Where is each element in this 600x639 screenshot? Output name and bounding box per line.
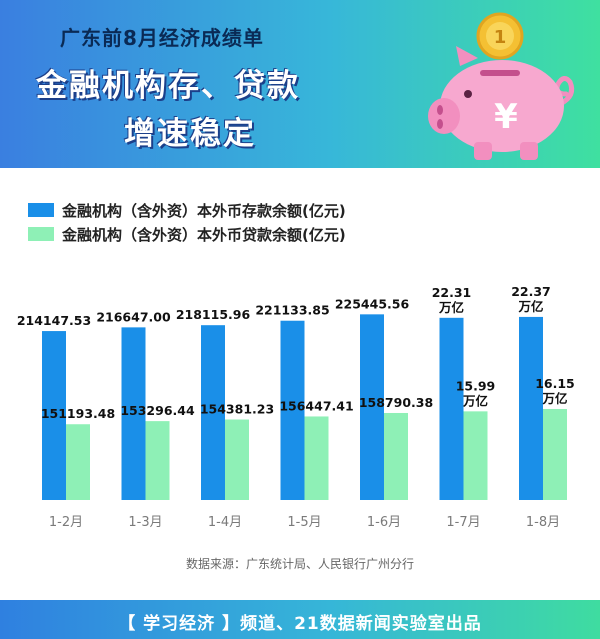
chart-legend: 金融机构（含外资）本外币存款余额(亿元) 金融机构（含外资）本外币贷款余额(亿元… (28, 198, 346, 246)
bar-loan-1 (66, 424, 90, 500)
footer-banner: 【 学习经济 】频道、21数据新闻实验室出品 (0, 600, 600, 639)
footer-text: 【 学习经济 】频道、21数据新闻实验室出品 (118, 614, 482, 634)
legend-label-loan: 金融机构（含外资）本外币贷款余额(亿元) (62, 225, 346, 244)
data-label-deposit-7: 22.37 万亿 (511, 284, 551, 314)
coin-label: 1 (494, 27, 507, 48)
data-label-deposit-2: 216647.00 (96, 309, 171, 324)
data-label-deposit-4: 221133.85 (255, 303, 329, 318)
header-title-line1: 金融机构存、贷款 (36, 68, 300, 104)
data-label-deposit-3: 218115.96 (176, 307, 251, 322)
x-tick-label-5: 1-6月 (367, 515, 401, 530)
bar-loan-2 (145, 421, 170, 500)
bar-loan-5 (384, 412, 408, 500)
yen-symbol: ¥ (494, 97, 518, 137)
bar-loan-6 (463, 411, 488, 500)
legend-swatch-loan (28, 227, 54, 241)
legend-label-deposit: 金融机构（含外资）本外币存款余额(亿元) (62, 201, 346, 220)
legend-swatch-deposit (28, 203, 54, 217)
data-label-loan-4: 156447.41 (279, 398, 353, 413)
data-label-loan-2: 153296.44 (120, 403, 195, 418)
x-tick-label-2: 1-3月 (128, 515, 162, 530)
bar-deposit-4 (280, 320, 305, 500)
data-source-note: 数据来源：广东统计局、人民银行广州分行 (185, 557, 414, 571)
data-label-loan-1: 151193.48 (41, 406, 115, 421)
data-label-loan-6: 15.99 万亿 (456, 378, 496, 408)
legend-item-deposit: 金融机构（含外资）本外币存款余额(亿元) (28, 198, 346, 222)
bar-deposit-2 (121, 327, 146, 500)
bar-deposit-6 (439, 317, 464, 500)
chart-area: 214147.53 151193.48 1-2月 216647.00 153296.44… (0, 168, 600, 600)
data-label-loan-7: 16.15 万亿 (535, 376, 575, 406)
bar-loan-3 (225, 419, 249, 500)
data-label-deposit-1: 214147.53 (17, 313, 91, 328)
data-label-loan-3: 154381.23 (200, 402, 274, 417)
x-tick-label-7: 1-8月 (526, 515, 560, 530)
data-label-deposit-6: 22.31 万亿 (432, 285, 472, 315)
bar-chart: 214147.53 151193.48 1-2月 216647.00 153296.44… (17, 284, 575, 530)
bar-deposit-1 (42, 331, 66, 500)
x-tick-label-4: 1-5月 (287, 515, 321, 530)
x-tick-label-6: 1-7月 (446, 515, 480, 530)
data-label-loan-5: 158790.38 (359, 395, 433, 410)
x-tick-label-3: 1-4月 (208, 515, 242, 530)
legend-item-loan: 金融机构（含外资）本外币贷款余额(亿元) (28, 222, 346, 246)
header-title-line2: 增速稳定 (124, 116, 256, 152)
bar-loan-7 (543, 408, 567, 500)
bar-deposit-7 (519, 316, 543, 500)
bar-deposit-3 (201, 325, 225, 500)
data-label-deposit-5: 225445.56 (335, 296, 410, 311)
bar-deposit-5 (360, 314, 384, 500)
header-subtitle: 广东前8月经济成绩单 (60, 26, 264, 50)
bar-loan-4 (304, 416, 329, 500)
header-banner: 广东前8月经济成绩单 金融机构存、贷款 增速稳定 1 (0, 0, 600, 168)
piggy-bank-icon: 1 ¥ (428, 12, 575, 160)
x-tick-label-1: 1-2月 (49, 515, 83, 530)
